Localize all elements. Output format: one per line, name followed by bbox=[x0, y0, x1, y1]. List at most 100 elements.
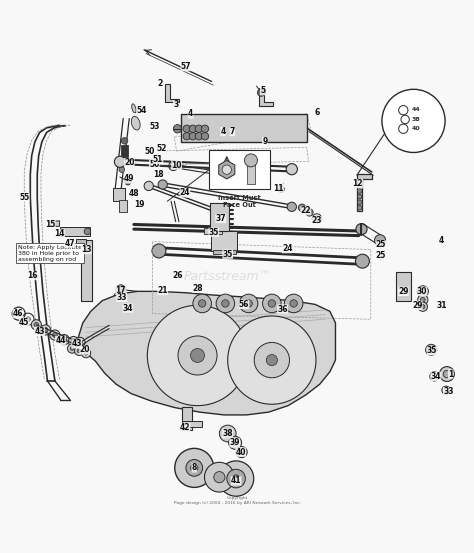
Circle shape bbox=[82, 348, 91, 358]
Bar bbox=[247, 158, 255, 184]
Text: 16: 16 bbox=[27, 271, 38, 280]
Text: 17: 17 bbox=[116, 286, 126, 295]
Text: 1: 1 bbox=[448, 369, 453, 379]
Bar bbox=[396, 272, 411, 301]
Circle shape bbox=[426, 345, 437, 356]
Text: 20: 20 bbox=[124, 158, 135, 167]
Circle shape bbox=[418, 295, 428, 305]
Circle shape bbox=[67, 344, 77, 353]
Circle shape bbox=[232, 440, 238, 446]
Circle shape bbox=[257, 89, 265, 96]
Text: 35: 35 bbox=[209, 228, 219, 237]
Circle shape bbox=[290, 300, 297, 307]
Bar bbox=[210, 203, 228, 231]
Text: 3: 3 bbox=[173, 100, 178, 109]
Circle shape bbox=[239, 450, 244, 455]
Text: 46: 46 bbox=[12, 309, 23, 318]
Text: 21: 21 bbox=[157, 286, 168, 295]
Circle shape bbox=[306, 208, 313, 216]
Circle shape bbox=[232, 475, 240, 482]
Text: 35: 35 bbox=[427, 346, 438, 356]
Text: 34: 34 bbox=[430, 372, 441, 381]
Polygon shape bbox=[165, 84, 179, 102]
Text: 43: 43 bbox=[72, 340, 82, 348]
Circle shape bbox=[50, 330, 60, 340]
Circle shape bbox=[144, 181, 154, 191]
Circle shape bbox=[222, 300, 229, 307]
Circle shape bbox=[78, 340, 82, 345]
Circle shape bbox=[356, 223, 367, 234]
Circle shape bbox=[263, 294, 281, 313]
Circle shape bbox=[374, 234, 386, 246]
Text: 40: 40 bbox=[411, 126, 420, 131]
Text: 51: 51 bbox=[153, 155, 163, 164]
Circle shape bbox=[77, 349, 81, 353]
Circle shape bbox=[195, 125, 202, 133]
Circle shape bbox=[239, 294, 258, 313]
Text: 4: 4 bbox=[188, 109, 193, 118]
Text: 50: 50 bbox=[145, 147, 155, 155]
Polygon shape bbox=[357, 174, 372, 211]
Circle shape bbox=[191, 464, 198, 472]
Circle shape bbox=[219, 461, 254, 496]
Circle shape bbox=[114, 304, 126, 315]
Circle shape bbox=[118, 306, 122, 311]
Text: Note: Apply Locktite
380 in Hole prior to
assembling on rod: Note: Apply Locktite 380 in Hole prior t… bbox=[18, 245, 82, 262]
Circle shape bbox=[236, 446, 247, 458]
Circle shape bbox=[117, 295, 123, 300]
Circle shape bbox=[214, 472, 225, 483]
Text: 8: 8 bbox=[191, 463, 197, 472]
Circle shape bbox=[224, 430, 231, 437]
Text: 24: 24 bbox=[282, 244, 292, 253]
Circle shape bbox=[169, 161, 178, 170]
Circle shape bbox=[201, 133, 209, 140]
Circle shape bbox=[152, 244, 166, 258]
Circle shape bbox=[62, 337, 66, 342]
Text: 44: 44 bbox=[411, 107, 420, 112]
Circle shape bbox=[357, 189, 362, 194]
Bar bbox=[213, 251, 236, 254]
Text: 54: 54 bbox=[137, 106, 147, 114]
Text: 49: 49 bbox=[124, 174, 135, 184]
Circle shape bbox=[284, 294, 303, 313]
Text: 35: 35 bbox=[222, 250, 233, 259]
Text: 30: 30 bbox=[417, 287, 427, 296]
Bar bbox=[118, 200, 127, 212]
Circle shape bbox=[357, 200, 362, 205]
Polygon shape bbox=[259, 88, 273, 106]
Polygon shape bbox=[219, 160, 235, 179]
Text: 18: 18 bbox=[153, 170, 164, 179]
Text: Copyright
Page design (c) 2004 - 2016 by ARI Network Services, Inc.: Copyright Page design (c) 2004 - 2016 by… bbox=[173, 497, 301, 505]
Bar bbox=[60, 227, 90, 236]
Bar bbox=[121, 145, 128, 156]
Bar bbox=[182, 408, 192, 430]
Bar bbox=[76, 239, 86, 251]
Circle shape bbox=[228, 316, 316, 404]
Text: 4: 4 bbox=[439, 236, 444, 245]
Text: 25: 25 bbox=[376, 241, 386, 249]
Circle shape bbox=[418, 302, 428, 311]
Text: 50: 50 bbox=[149, 160, 160, 169]
Text: 26: 26 bbox=[172, 271, 183, 280]
Text: 28: 28 bbox=[192, 284, 203, 293]
Circle shape bbox=[175, 448, 214, 487]
Circle shape bbox=[227, 469, 246, 488]
Circle shape bbox=[147, 305, 248, 406]
Text: 25: 25 bbox=[376, 251, 386, 260]
Text: 42: 42 bbox=[180, 423, 190, 432]
Circle shape bbox=[74, 346, 84, 356]
Circle shape bbox=[115, 315, 125, 324]
Circle shape bbox=[71, 339, 76, 344]
Circle shape bbox=[119, 167, 125, 173]
Text: 40: 40 bbox=[236, 447, 246, 457]
Circle shape bbox=[439, 367, 455, 382]
Text: 33: 33 bbox=[443, 387, 454, 396]
Circle shape bbox=[114, 156, 126, 168]
Circle shape bbox=[228, 436, 242, 449]
Text: 23: 23 bbox=[311, 216, 322, 225]
Circle shape bbox=[429, 348, 434, 352]
Circle shape bbox=[70, 347, 74, 351]
Circle shape bbox=[216, 294, 235, 313]
Circle shape bbox=[268, 300, 275, 307]
Circle shape bbox=[191, 348, 204, 362]
